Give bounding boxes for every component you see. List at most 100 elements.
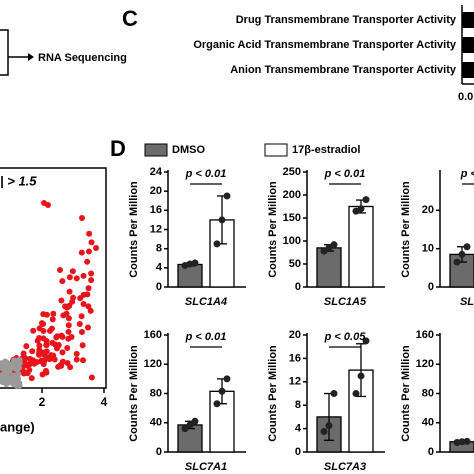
y-tick-label: 20 [422, 204, 434, 216]
data-point [320, 428, 328, 436]
y-tick-label: 0 [428, 281, 434, 293]
y-tick-label: 40 [150, 417, 162, 429]
volcano-dot [84, 324, 91, 331]
data-point [357, 372, 365, 380]
volcano-dot [66, 288, 73, 295]
volcano-dot [42, 367, 49, 374]
volcano-dot [73, 356, 80, 363]
panel-label: C [122, 6, 138, 31]
p-value: p < 0.01 [185, 331, 227, 343]
y-tick-label: 80 [422, 387, 434, 399]
y-tick-label: 12 [150, 223, 162, 235]
y-axis-label: Counts Per Million [400, 181, 412, 278]
volcano-dot [80, 357, 87, 364]
volcano-tick-label: 2 [39, 395, 46, 409]
data-point [362, 196, 370, 204]
y-tick-label: 160 [144, 329, 162, 341]
panel-label: D [110, 136, 126, 161]
volcano-dot [36, 342, 43, 349]
go-term: Organic Acid Transmembrane Transporter A… [193, 39, 457, 51]
y-tick-label: 0 [295, 446, 301, 458]
volcano-dot [78, 249, 85, 256]
volcano-dot [40, 328, 47, 335]
bar [449, 253, 474, 288]
data-point [458, 438, 466, 446]
volcano-dot [12, 360, 19, 367]
volcano-dot [0, 362, 5, 369]
y-axis-label: Counts Per Million [267, 345, 279, 442]
volcano-dot [65, 322, 72, 329]
y-tick-label: 16 [150, 204, 162, 216]
volcano-dot [40, 335, 47, 342]
y-tick-label: 0 [295, 281, 301, 293]
y-tick-label: 24 [150, 166, 163, 178]
volcano-dot [65, 315, 72, 322]
y-axis-label: Counts Per Million [267, 181, 279, 278]
volcano-dot [93, 245, 99, 251]
volcano-dot [24, 370, 31, 377]
volcano-plot: | > 1.5 2 4 ange) [0, 167, 108, 434]
volcano-dot [80, 300, 87, 307]
go-bar [462, 12, 474, 28]
volcano-dot [86, 230, 93, 237]
volcano-dot [36, 346, 43, 353]
volcano-dot [50, 310, 57, 317]
volcano-dot [88, 270, 95, 277]
volcano-dot [38, 320, 45, 327]
y-tick-label: 120 [144, 358, 162, 370]
data-point [186, 421, 194, 429]
y-tick-label: 160 [416, 329, 434, 341]
volcano-dot [69, 298, 76, 305]
volcano-dot [84, 291, 91, 298]
y-tick-label: 100 [283, 235, 301, 247]
data-point [330, 390, 338, 397]
data-point [213, 240, 221, 248]
volcano-dot [85, 303, 92, 310]
y-tick-label: 20 [289, 329, 301, 341]
data-point [463, 437, 471, 445]
workflow-box [0, 29, 9, 76]
volcano-dot [0, 373, 5, 380]
bar [316, 247, 342, 288]
data-point [191, 259, 199, 267]
volcano-dot [43, 348, 50, 355]
volcano-dot [52, 341, 59, 348]
volcano-dot [79, 342, 86, 349]
data-point [325, 422, 333, 430]
volcano-dot [23, 343, 30, 350]
data-point [330, 241, 338, 249]
go-bar [462, 37, 474, 53]
gene-label: SLC6A [460, 296, 474, 308]
volcano-dot [28, 375, 35, 382]
y-tick-label: 12 [289, 376, 301, 388]
go-tick-label: 0.0 [458, 91, 473, 103]
bar [177, 263, 203, 288]
y-tick-label: 40 [422, 417, 434, 429]
volcano-dot [45, 202, 51, 208]
volcano-dot [66, 274, 73, 281]
gene-label: SLC7A1 [185, 461, 227, 473]
volcano-dot [77, 295, 84, 302]
volcano-dot [59, 358, 66, 365]
volcano-dot [60, 312, 67, 319]
data-point [453, 258, 461, 266]
y-tick-label: 20 [150, 185, 162, 197]
volcano-dot [79, 215, 85, 221]
gene-label: SLC1A5 [324, 296, 367, 308]
volcano-dot [58, 297, 65, 304]
volcano-dot [85, 285, 92, 292]
data-point [223, 192, 231, 200]
y-tick-label: 0 [156, 281, 162, 293]
volcano-dot [59, 278, 66, 285]
y-tick-label: 250 [283, 166, 301, 178]
data-point [463, 243, 471, 251]
data-point [218, 387, 226, 395]
volcano-dot [59, 333, 66, 340]
y-tick-label: 80 [150, 387, 162, 399]
arrow-head [28, 53, 34, 61]
volcano-dot [50, 352, 57, 359]
go-term: Anion Transmembrane Transporter Activity [230, 64, 457, 76]
volcano-dot [85, 248, 92, 255]
data-point [218, 216, 226, 224]
volcano-dot [67, 364, 74, 371]
